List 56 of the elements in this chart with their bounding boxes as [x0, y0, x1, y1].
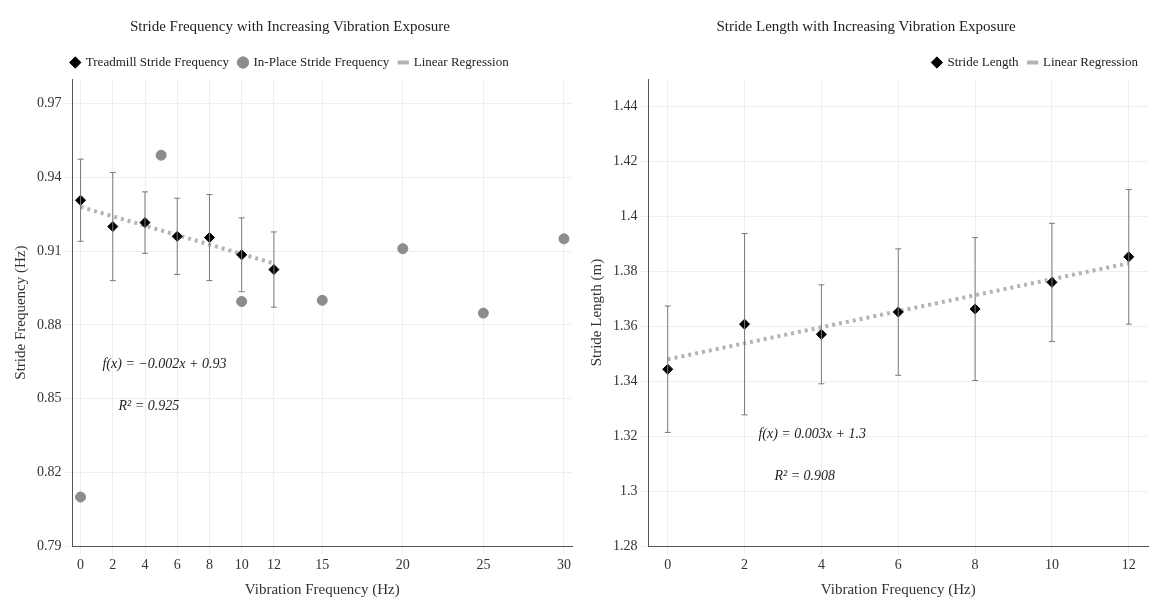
chart-title: Stride Length with Increasing Vibration Exposure [716, 17, 1016, 34]
point [316, 294, 328, 306]
legend-label: Linear Regression [413, 53, 510, 69]
x-tick-label: 30 [556, 557, 571, 573]
point [558, 233, 570, 245]
legend-label: Treadmill Stride Frequency [85, 53, 230, 69]
y-tick-label: 0.97 [37, 95, 62, 111]
y-tick-label: 1.4 [620, 208, 638, 224]
point [397, 243, 409, 255]
point [477, 307, 489, 319]
annotation: R² = 0.908 [773, 467, 836, 483]
point [236, 296, 248, 308]
y-tick-label: 0.88 [37, 316, 62, 332]
point [155, 149, 167, 161]
point [75, 491, 87, 503]
y-axis-title: Stride Length (m) [587, 258, 605, 367]
x-tick-label: 15 [315, 557, 330, 573]
y-tick-label: 0.82 [37, 464, 62, 480]
x-tick-label: 2 [741, 557, 749, 573]
x-tick-label: 20 [395, 557, 410, 573]
x-tick-label: 0 [664, 557, 672, 573]
y-tick-label: 1.28 [613, 537, 638, 553]
annotation: f(x) = 0.003x + 1.3 [758, 425, 866, 442]
y-axis-title: Stride Frequency (Hz) [11, 245, 29, 380]
annotation: R² = 0.925 [117, 397, 180, 413]
y-tick-label: 0.94 [37, 169, 62, 185]
y-tick-label: 1.36 [613, 318, 638, 334]
x-tick-label: 12 [1121, 557, 1136, 573]
y-tick-label: 1.44 [613, 98, 638, 114]
y-tick-label: 0.91 [37, 242, 62, 258]
x-axis-title: Vibration Frequency (Hz) [820, 580, 976, 598]
x-tick-label: 10 [1044, 557, 1059, 573]
x-tick-label: 4 [141, 557, 149, 573]
x-tick-label: 8 [205, 557, 213, 573]
x-tick-label: 12 [266, 557, 281, 573]
x-tick-label: 6 [894, 557, 902, 573]
x-tick-label: 4 [817, 557, 825, 573]
x-tick-label: 10 [234, 557, 249, 573]
annotation: f(x) = −0.002x + 0.93 [102, 355, 227, 372]
legend-label: In-Place Stride Frequency [253, 53, 390, 69]
y-tick-label: 1.38 [613, 263, 638, 279]
x-tick-label: 8 [971, 557, 979, 573]
y-tick-label: 0.85 [37, 390, 62, 406]
y-tick-label: 0.79 [37, 537, 62, 553]
x-tick-label: 0 [77, 557, 85, 573]
y-tick-label: 1.42 [613, 153, 638, 169]
legend-label: Stride Length [947, 53, 1020, 69]
legend-label: Linear Regression [1043, 53, 1139, 69]
x-axis-title: Vibration Frequency (Hz) [244, 580, 400, 598]
x-tick-label: 6 [173, 557, 181, 573]
y-tick-label: 1.32 [613, 427, 638, 443]
x-tick-label: 25 [476, 557, 491, 573]
y-tick-label: 1.34 [613, 372, 638, 388]
x-tick-label: 2 [109, 557, 117, 573]
chart-title: Stride Frequency with Increasing Vibration Exposure [130, 17, 451, 34]
y-tick-label: 1.3 [620, 482, 638, 498]
